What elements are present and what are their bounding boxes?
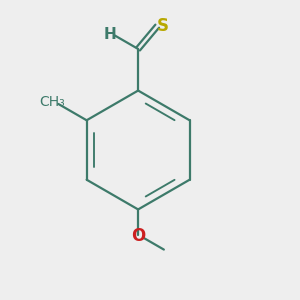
Text: CH₃: CH₃ <box>39 95 65 110</box>
Text: O: O <box>131 227 145 245</box>
Text: S: S <box>157 16 169 34</box>
Text: H: H <box>103 27 116 42</box>
